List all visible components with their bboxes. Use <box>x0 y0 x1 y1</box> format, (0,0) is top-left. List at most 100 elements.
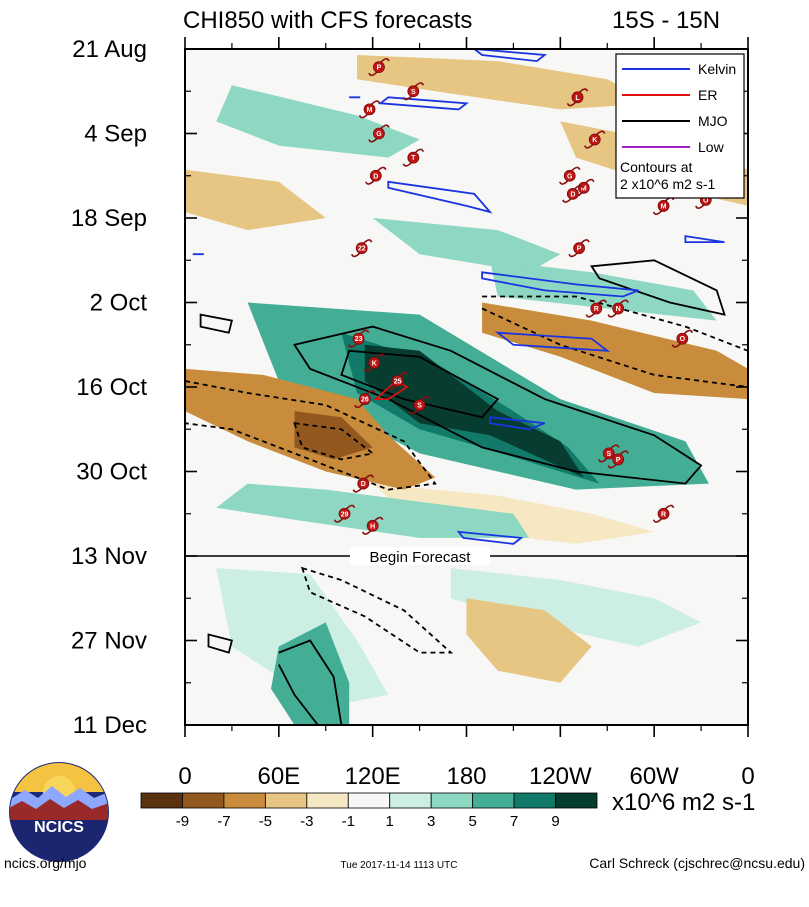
storm-marker-17: O <box>671 329 694 348</box>
storm-marker-2: M <box>358 100 381 119</box>
colorbar-swatch-7 <box>430 792 474 809</box>
mjo-contour-4 <box>207 633 233 654</box>
storm-label-22: S <box>417 403 422 410</box>
storm-label-27: H <box>370 523 375 530</box>
chi-anomaly-region-12 <box>482 302 748 400</box>
mjo-contour-0 <box>293 325 703 485</box>
storm-marker-7: K <box>583 130 606 149</box>
er-contour-0 <box>373 379 409 400</box>
chi-anomaly-region-15 <box>466 598 592 683</box>
chi-anomaly-region-16 <box>185 169 326 231</box>
mjo-contour-2 <box>590 259 726 316</box>
chi-anomaly-region-7 <box>216 483 530 538</box>
storm-label-12: O <box>703 197 709 204</box>
storm-label-18: 23 <box>355 336 363 343</box>
storm-marker-15: R <box>585 299 608 318</box>
storm-marker-24: P <box>607 450 629 469</box>
footer-left: ncics.org/mjo <box>4 855 87 871</box>
legend-note-line2: 2 x10^6 m2 s-1 <box>620 176 715 192</box>
kelvin-contour-7 <box>684 235 725 243</box>
kelvin-contour-4 <box>494 331 611 352</box>
storm-label-23: S <box>606 451 611 458</box>
x-tick-label-1: 60E <box>257 763 300 790</box>
colorbar-swatch-9 <box>513 792 556 809</box>
mjo-contour-1 <box>340 349 500 419</box>
colorbar-swatch-10 <box>555 792 598 809</box>
y-tick-label-7: 27 Nov <box>71 628 147 655</box>
x-tick-label-4: 120W <box>529 763 592 790</box>
forecast-label-background <box>350 547 490 565</box>
chi-anomaly-region-10 <box>294 411 373 460</box>
storm-marker-13: 22 <box>350 239 373 258</box>
footer-right: Carl Schreck (cjschrec@ncsu.edu) <box>589 855 805 871</box>
y-tick-label-6: 13 Nov <box>71 543 147 570</box>
colorbar-swatch-6 <box>389 792 432 809</box>
colorbar-swatch-4 <box>306 792 349 809</box>
mjo-contour-layer <box>185 259 748 725</box>
y-tick-label-1: 4 Sep <box>84 121 147 148</box>
chi-anomaly-region-4 <box>490 260 717 321</box>
x-tick-label-3: 180 <box>446 763 486 790</box>
chi-anomaly-region-9 <box>450 568 702 647</box>
mjo-contour-6 <box>278 664 319 725</box>
ncics-logo: NCICS <box>9 762 109 862</box>
colorbar-units: x10^6 m2 s-1 <box>612 789 755 816</box>
er-contour-layer <box>373 379 409 400</box>
colorbar-swatch-8 <box>472 792 515 809</box>
storm-label-19: K <box>372 360 377 367</box>
storm-label-20: 25 <box>394 378 402 385</box>
x-tick-label-0: 0 <box>178 763 191 790</box>
storm-label-9: M <box>581 185 587 192</box>
mjo-contour-3 <box>199 313 234 334</box>
storm-label-11: M <box>661 203 667 210</box>
kelvin-contour-1 <box>378 96 469 111</box>
y-tick-label-5: 30 Oct <box>76 459 147 486</box>
storm-label-10: D <box>570 191 575 198</box>
legend-entries: Kelvin ER MJO Low <box>622 61 736 155</box>
y-tick-label-8: 11 Dec <box>73 712 147 739</box>
y-tick-label-0: 21 Aug <box>72 36 147 63</box>
mjo-contour-5 <box>278 639 343 725</box>
colorbar-swatch-1 <box>182 792 225 809</box>
x-tick-label-2: 120E <box>345 763 401 790</box>
legend-label-3: Low <box>698 139 725 155</box>
colorbar-tick-label-8: 7 <box>510 813 518 830</box>
y-axis-tick-labels: 21 Aug 4 Sep 18 Sep 2 Oct 16 Oct 30 Oct 13 Nov… <box>71 36 147 739</box>
y-tick-label-3: 2 Oct <box>90 290 148 317</box>
colorbar-tick-label-7: 5 <box>468 813 476 830</box>
colorbar-swatch-5 <box>347 792 391 809</box>
axis-tick-layer <box>184 37 749 737</box>
mjo-contour-10 <box>481 307 748 388</box>
storm-label-5: D <box>373 173 378 180</box>
chart-title: CHI850 with CFS forecasts <box>183 7 472 34</box>
colorbar-tick-label-9: 9 <box>551 813 559 830</box>
kelvin-contour-6 <box>456 530 524 545</box>
legend-label-1: ER <box>698 87 717 103</box>
mjo-contour-11 <box>300 566 454 654</box>
footer-center: Tue 2017-11-14 1113 UTC <box>341 860 458 871</box>
storm-label-0: P <box>377 65 382 72</box>
storm-marker-14: P <box>568 239 590 258</box>
storm-label-17: O <box>680 336 686 343</box>
legend-label-2: MJO <box>698 113 728 129</box>
storm-marker-10: D <box>562 184 584 203</box>
storm-marker-1: S <box>402 82 425 101</box>
mjo-contour-7 <box>185 380 437 491</box>
storm-marker-6: L <box>566 88 589 107</box>
chi-anomaly-region-6 <box>372 218 561 273</box>
kelvin-contour-5 <box>489 416 546 431</box>
x-axis-tick-labels: 0 60E 120E 180 120W 60W 0 <box>178 763 754 790</box>
storm-label-15: R <box>594 306 599 313</box>
storm-marker-11: M <box>652 196 675 215</box>
storm-marker-23: S <box>598 444 620 463</box>
storm-label-8: G <box>567 173 573 180</box>
colorbar-swatch-0 <box>140 792 183 809</box>
colorbar: -9 -7 -5 -3 -1 1 3 5 7 9 <box>140 792 598 830</box>
legend-note-line1: Contours at <box>620 159 692 175</box>
kelvin-contour-0 <box>472 49 548 63</box>
chi-anomaly-region-0 <box>364 344 584 478</box>
legend: Kelvin ER MJO Low Contours at 2 x10^6 m2 s-… <box>615 53 745 199</box>
colorbar-swatch-3 <box>264 792 308 809</box>
colorbar-tick-label-6: 3 <box>427 813 435 830</box>
